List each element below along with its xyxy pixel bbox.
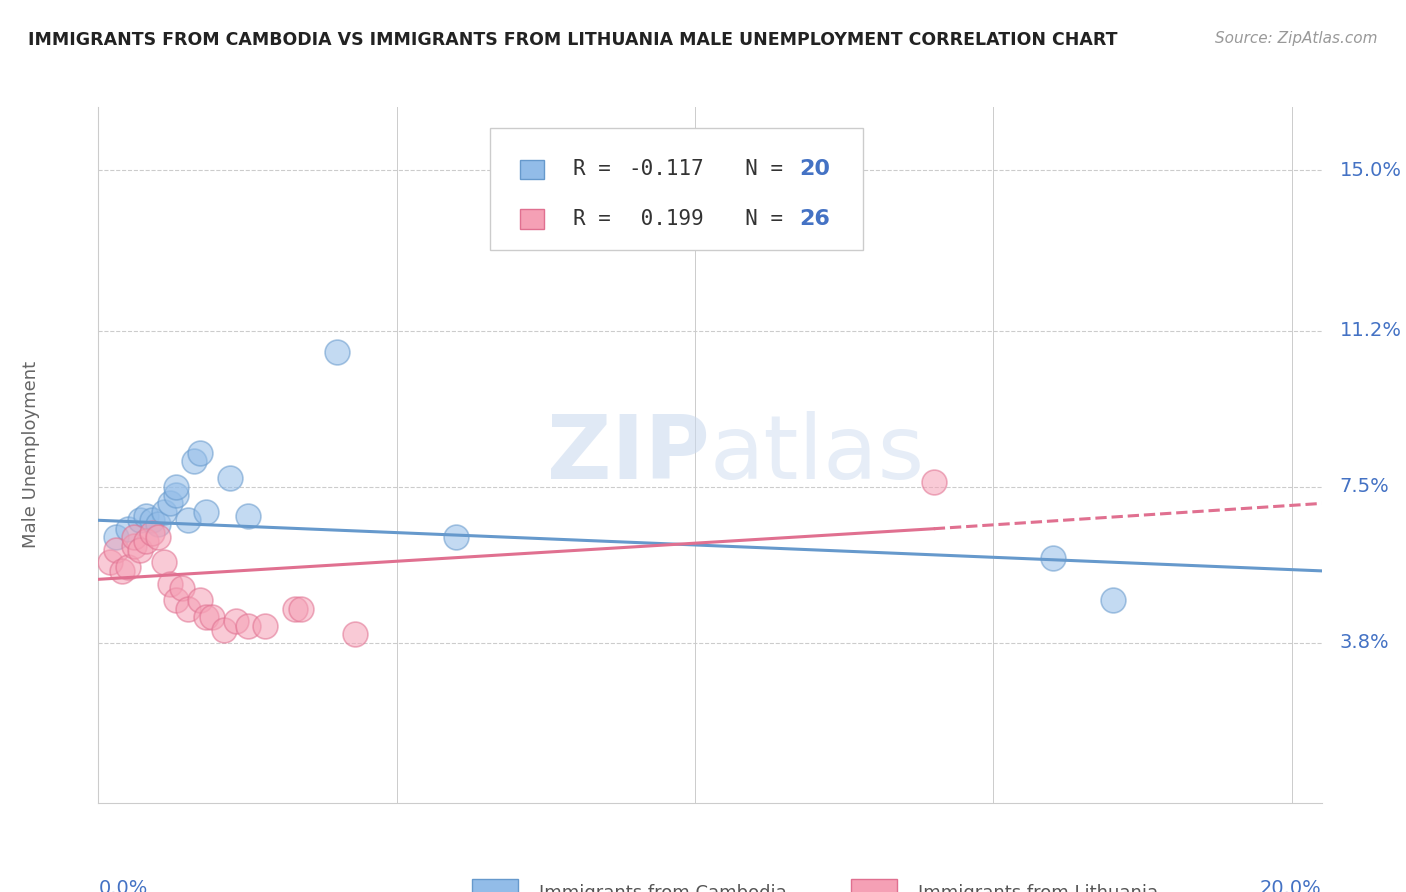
Point — [922, 475, 945, 490]
Point — [183, 454, 205, 468]
Point — [194, 610, 217, 624]
Text: Immigrants from Cambodia: Immigrants from Cambodia — [538, 884, 786, 892]
Point — [290, 602, 312, 616]
Text: 0.199: 0.199 — [628, 209, 704, 229]
Text: N =: N = — [720, 209, 796, 229]
Point — [343, 627, 366, 641]
FancyBboxPatch shape — [851, 880, 897, 892]
Point — [1042, 551, 1064, 566]
Point — [236, 509, 259, 524]
Point — [165, 593, 187, 607]
Point — [111, 564, 134, 578]
Point — [188, 593, 211, 607]
Point — [129, 542, 152, 557]
Point — [105, 542, 128, 557]
Text: 11.2%: 11.2% — [1340, 321, 1402, 340]
Text: Immigrants from Lithuania: Immigrants from Lithuania — [918, 884, 1159, 892]
Point — [170, 581, 193, 595]
Point — [284, 602, 307, 616]
Text: Source: ZipAtlas.com: Source: ZipAtlas.com — [1215, 31, 1378, 46]
FancyBboxPatch shape — [520, 210, 544, 228]
Point — [254, 618, 277, 632]
Point — [122, 530, 145, 544]
Point — [159, 496, 181, 510]
Point — [165, 479, 187, 493]
Text: ZIP: ZIP — [547, 411, 710, 499]
Text: Male Unemployment: Male Unemployment — [22, 361, 41, 549]
Point — [446, 530, 468, 544]
Point — [135, 534, 157, 549]
Point — [326, 344, 349, 359]
Text: R =: R = — [574, 160, 623, 179]
Point — [153, 556, 176, 570]
Text: 20.0%: 20.0% — [1260, 879, 1322, 892]
Text: -0.117: -0.117 — [628, 160, 704, 179]
Text: R =: R = — [574, 209, 623, 229]
FancyBboxPatch shape — [489, 128, 863, 250]
Point — [141, 525, 163, 540]
Point — [146, 517, 169, 532]
Point — [165, 488, 187, 502]
Point — [129, 513, 152, 527]
Text: 15.0%: 15.0% — [1340, 161, 1402, 180]
Point — [212, 623, 235, 637]
Point — [153, 505, 176, 519]
Point — [117, 559, 139, 574]
Text: atlas: atlas — [710, 411, 925, 499]
Point — [159, 576, 181, 591]
Point — [141, 513, 163, 527]
Point — [236, 618, 259, 632]
Text: 20: 20 — [800, 160, 831, 179]
Point — [146, 530, 169, 544]
Point — [105, 530, 128, 544]
Text: 26: 26 — [800, 209, 830, 229]
Point — [117, 522, 139, 536]
Point — [188, 446, 211, 460]
Point — [98, 556, 121, 570]
Point — [201, 610, 224, 624]
Text: 0.0%: 0.0% — [98, 879, 148, 892]
Point — [135, 509, 157, 524]
Text: 7.5%: 7.5% — [1340, 477, 1389, 496]
Point — [225, 615, 247, 629]
Text: N =: N = — [720, 160, 796, 179]
FancyBboxPatch shape — [471, 880, 517, 892]
Point — [177, 513, 200, 527]
Point — [194, 505, 217, 519]
Point — [1101, 593, 1123, 607]
Text: IMMIGRANTS FROM CAMBODIA VS IMMIGRANTS FROM LITHUANIA MALE UNEMPLOYMENT CORRELAT: IMMIGRANTS FROM CAMBODIA VS IMMIGRANTS F… — [28, 31, 1118, 49]
Point — [122, 539, 145, 553]
Point — [218, 471, 240, 485]
FancyBboxPatch shape — [520, 160, 544, 179]
Point — [177, 602, 200, 616]
Text: 3.8%: 3.8% — [1340, 633, 1389, 652]
